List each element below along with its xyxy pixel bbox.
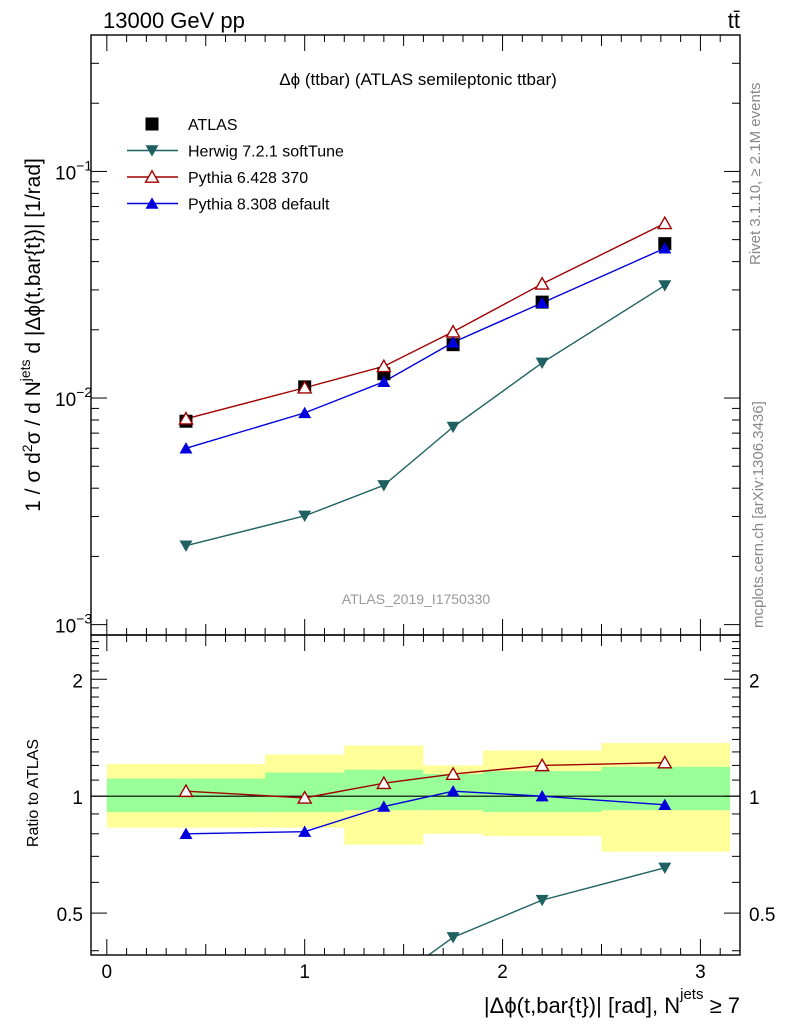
data-point xyxy=(658,280,672,292)
ratio-panel-data xyxy=(91,743,740,1023)
analysis-watermark: ATLAS_2019_I1750330 xyxy=(342,591,491,607)
main-panel: 10−3 10−2 10−1 Δϕ (ttbar) (ATLAS semilepto… xyxy=(17,34,740,638)
ratio-panel-axes: 0.5 0.5 1 1 2 2 0 1 2 3 xyxy=(57,634,775,983)
y-axis-label: 1 / σ d2σ / d Njets d |Δϕ(t,bar{t})| [1/… xyxy=(17,158,45,512)
data-point xyxy=(657,215,673,230)
ratio-panel-frame xyxy=(90,634,741,956)
data-point xyxy=(376,358,392,373)
legend-label: Pythia 6.428 370 xyxy=(188,170,308,187)
header-process: tt̄ xyxy=(728,8,740,33)
ratio-point xyxy=(179,1004,192,1015)
ratio-y-label: Ratio to ATLAS xyxy=(25,739,42,847)
ratio-series-line xyxy=(185,790,665,835)
data-point xyxy=(377,375,391,387)
ratio-point xyxy=(179,827,193,840)
series-line xyxy=(185,284,666,547)
ratio-panel: 0.5 0.5 1 1 2 2 0 1 2 3 Ratio to ATLAS |Δϕ(t,bar{… xyxy=(25,634,775,1023)
main-panel-axes: 10−3 10−2 10−1 xyxy=(55,34,740,638)
data-point xyxy=(178,411,194,425)
x-tick-label: 0 xyxy=(102,962,113,983)
ratio-point xyxy=(658,862,672,874)
data-point xyxy=(446,336,460,348)
ratio-series-line xyxy=(427,867,665,955)
ratio-point xyxy=(377,800,391,812)
ratio-y-tick-label: 0.5 xyxy=(57,905,83,926)
header-energy: 13000 GeV pp xyxy=(103,8,245,33)
y-tick-label: 10−3 xyxy=(55,611,92,638)
ratio-point xyxy=(657,755,673,769)
legend-marker xyxy=(145,197,159,209)
ratio-y-tick-label-right: 0.5 xyxy=(749,905,775,926)
ratio-y-tick-label: 2 xyxy=(72,671,83,692)
data-point xyxy=(377,480,391,492)
data-point xyxy=(535,296,549,309)
rivet-label: Rivet 3.1.10, ≥ 2.1M events xyxy=(747,83,764,266)
plot-title: Δϕ (ttbar) (ATLAS semileptonic ttbar) xyxy=(279,70,557,89)
ratio-point xyxy=(298,1012,311,1023)
main-panel-data xyxy=(178,215,673,552)
data-point xyxy=(658,242,672,254)
ratio-point xyxy=(445,766,461,780)
data-point xyxy=(535,357,549,370)
ratio-series-line xyxy=(185,761,665,799)
ratio-point xyxy=(377,982,390,993)
ratio-y-tick-label: 1 xyxy=(72,788,83,809)
legend-label: Pythia 8.308 default xyxy=(188,197,330,214)
series-line xyxy=(185,247,666,449)
data-point xyxy=(298,406,312,419)
ratio-y-tick-label-right: 1 xyxy=(749,788,760,809)
x-tick-label: 3 xyxy=(695,962,706,983)
data-point xyxy=(179,442,193,454)
legend-label: ATLAS xyxy=(188,117,238,134)
ratio-point xyxy=(376,775,392,790)
legend-marker xyxy=(145,145,159,157)
data-point xyxy=(179,540,193,552)
x-tick-label: 1 xyxy=(299,962,310,983)
x-tick-label: 2 xyxy=(497,962,508,983)
ratio-point xyxy=(534,757,550,772)
legend-marker xyxy=(145,117,159,131)
mcplots-label: mcplots.cern.ch [arXiv:1306.3436] xyxy=(750,401,767,628)
ratio-point xyxy=(446,785,460,797)
x-axis-label: |Δϕ(t,bar{t})| [rad], Njets ≥ 7 xyxy=(484,986,740,1018)
data-point xyxy=(298,510,312,523)
series-line xyxy=(185,222,666,420)
legend: ATLAS Herwig 7.2.1 softTune Pythia 6.428 3… xyxy=(127,117,344,214)
data-point xyxy=(445,324,461,338)
ratio-point xyxy=(298,825,312,837)
data-point xyxy=(534,276,550,290)
legend-marker xyxy=(144,169,160,183)
ratio-point xyxy=(446,932,460,944)
y-tick-label: 10−2 xyxy=(55,384,92,411)
ratio-point xyxy=(658,798,672,811)
data-point xyxy=(296,380,313,394)
ratio-point xyxy=(178,783,194,798)
y-tick-label: 10−1 xyxy=(55,157,92,184)
ratio-point xyxy=(535,894,549,907)
ratio-point xyxy=(535,789,549,802)
ratio-point xyxy=(296,790,313,804)
legend-label: Herwig 7.2.1 softTune xyxy=(188,144,344,161)
ratio-y-tick-label-right: 2 xyxy=(749,671,760,692)
data-point xyxy=(446,421,460,434)
